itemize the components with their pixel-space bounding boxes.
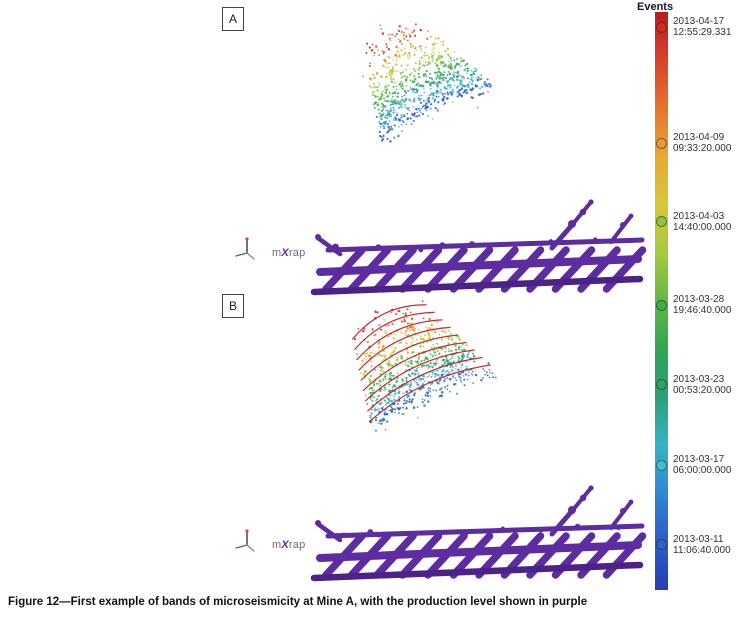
legend-event-label: 2013-03-23 00:53:20.000 — [673, 374, 731, 396]
legend-event-dot — [656, 459, 667, 471]
legend-event-label: 2013-04-17 12:55:29.331 — [673, 16, 731, 38]
logo-m: m — [272, 539, 282, 551]
legend-event-label: 2013-03-28 19:46:40.000 — [673, 294, 731, 316]
panel-b-label: B — [222, 294, 244, 318]
legend-event-time: 14:40:00.000 — [673, 221, 732, 233]
logo-rap: rap — [288, 539, 306, 551]
legend-event-dot — [656, 379, 667, 391]
legend-title: Events — [637, 1, 674, 13]
legend-event-label: 2013-03-11 11:06:40.000 — [673, 534, 731, 556]
panel-a-letter: A — [228, 12, 237, 26]
legend-event-time: 12:55:29.331 — [673, 27, 732, 39]
legend-event-dot — [656, 137, 667, 149]
legend-event-dot — [656, 216, 667, 228]
axis-triad-a — [235, 237, 255, 260]
panel-a-label: A — [222, 7, 244, 31]
logo-m: m — [272, 247, 282, 259]
mxrap-logo-b: mXrap — [272, 539, 305, 551]
legend-event-date: 2013-04-03 — [673, 210, 725, 222]
production-level-a — [310, 199, 647, 296]
axis-triad-b — [235, 529, 255, 552]
legend-event-date: 2013-04-17 — [673, 16, 725, 28]
legend-event-label: 2013-04-03 14:40:00.000 — [673, 211, 731, 233]
legend-event-dot — [656, 299, 667, 311]
legend-event-date: 2013-04-09 — [673, 132, 725, 144]
figure-caption: Figure 12—First example of bands of micr… — [8, 596, 588, 608]
legend-event-dot — [656, 21, 667, 33]
panel-b-letter: B — [228, 299, 237, 313]
logo-x-icon: X — [281, 539, 289, 551]
legend-event-time: 09:33:20.000 — [673, 143, 732, 155]
scatter-cloud-a — [361, 23, 492, 143]
logo-rap: rap — [288, 247, 306, 259]
legend-event-time: 19:46:40.000 — [673, 305, 732, 317]
legend-event-date: 2013-03-23 — [673, 373, 725, 385]
legend-event-label: 2013-04-09 09:33:20.000 — [673, 132, 731, 154]
legend-event-dot — [656, 539, 667, 551]
legend-event-date: 2013-03-28 — [673, 294, 725, 306]
legend-event-time: 11:06:40.000 — [673, 544, 731, 556]
production-level-b — [310, 485, 647, 582]
legend-event-time: 00:53:20.000 — [673, 384, 732, 396]
legend-event-label: 2013-03-17 06:00:00.000 — [673, 454, 731, 476]
mxrap-logo-a: mXrap — [272, 247, 305, 259]
scatter-cloud-b — [352, 300, 497, 432]
legend-event-date: 2013-03-17 — [673, 454, 725, 466]
legend-event-date: 2013-03-11 — [673, 533, 724, 545]
logo-x-icon: X — [281, 247, 289, 259]
legend-event-time: 06:00:00.000 — [673, 465, 732, 477]
